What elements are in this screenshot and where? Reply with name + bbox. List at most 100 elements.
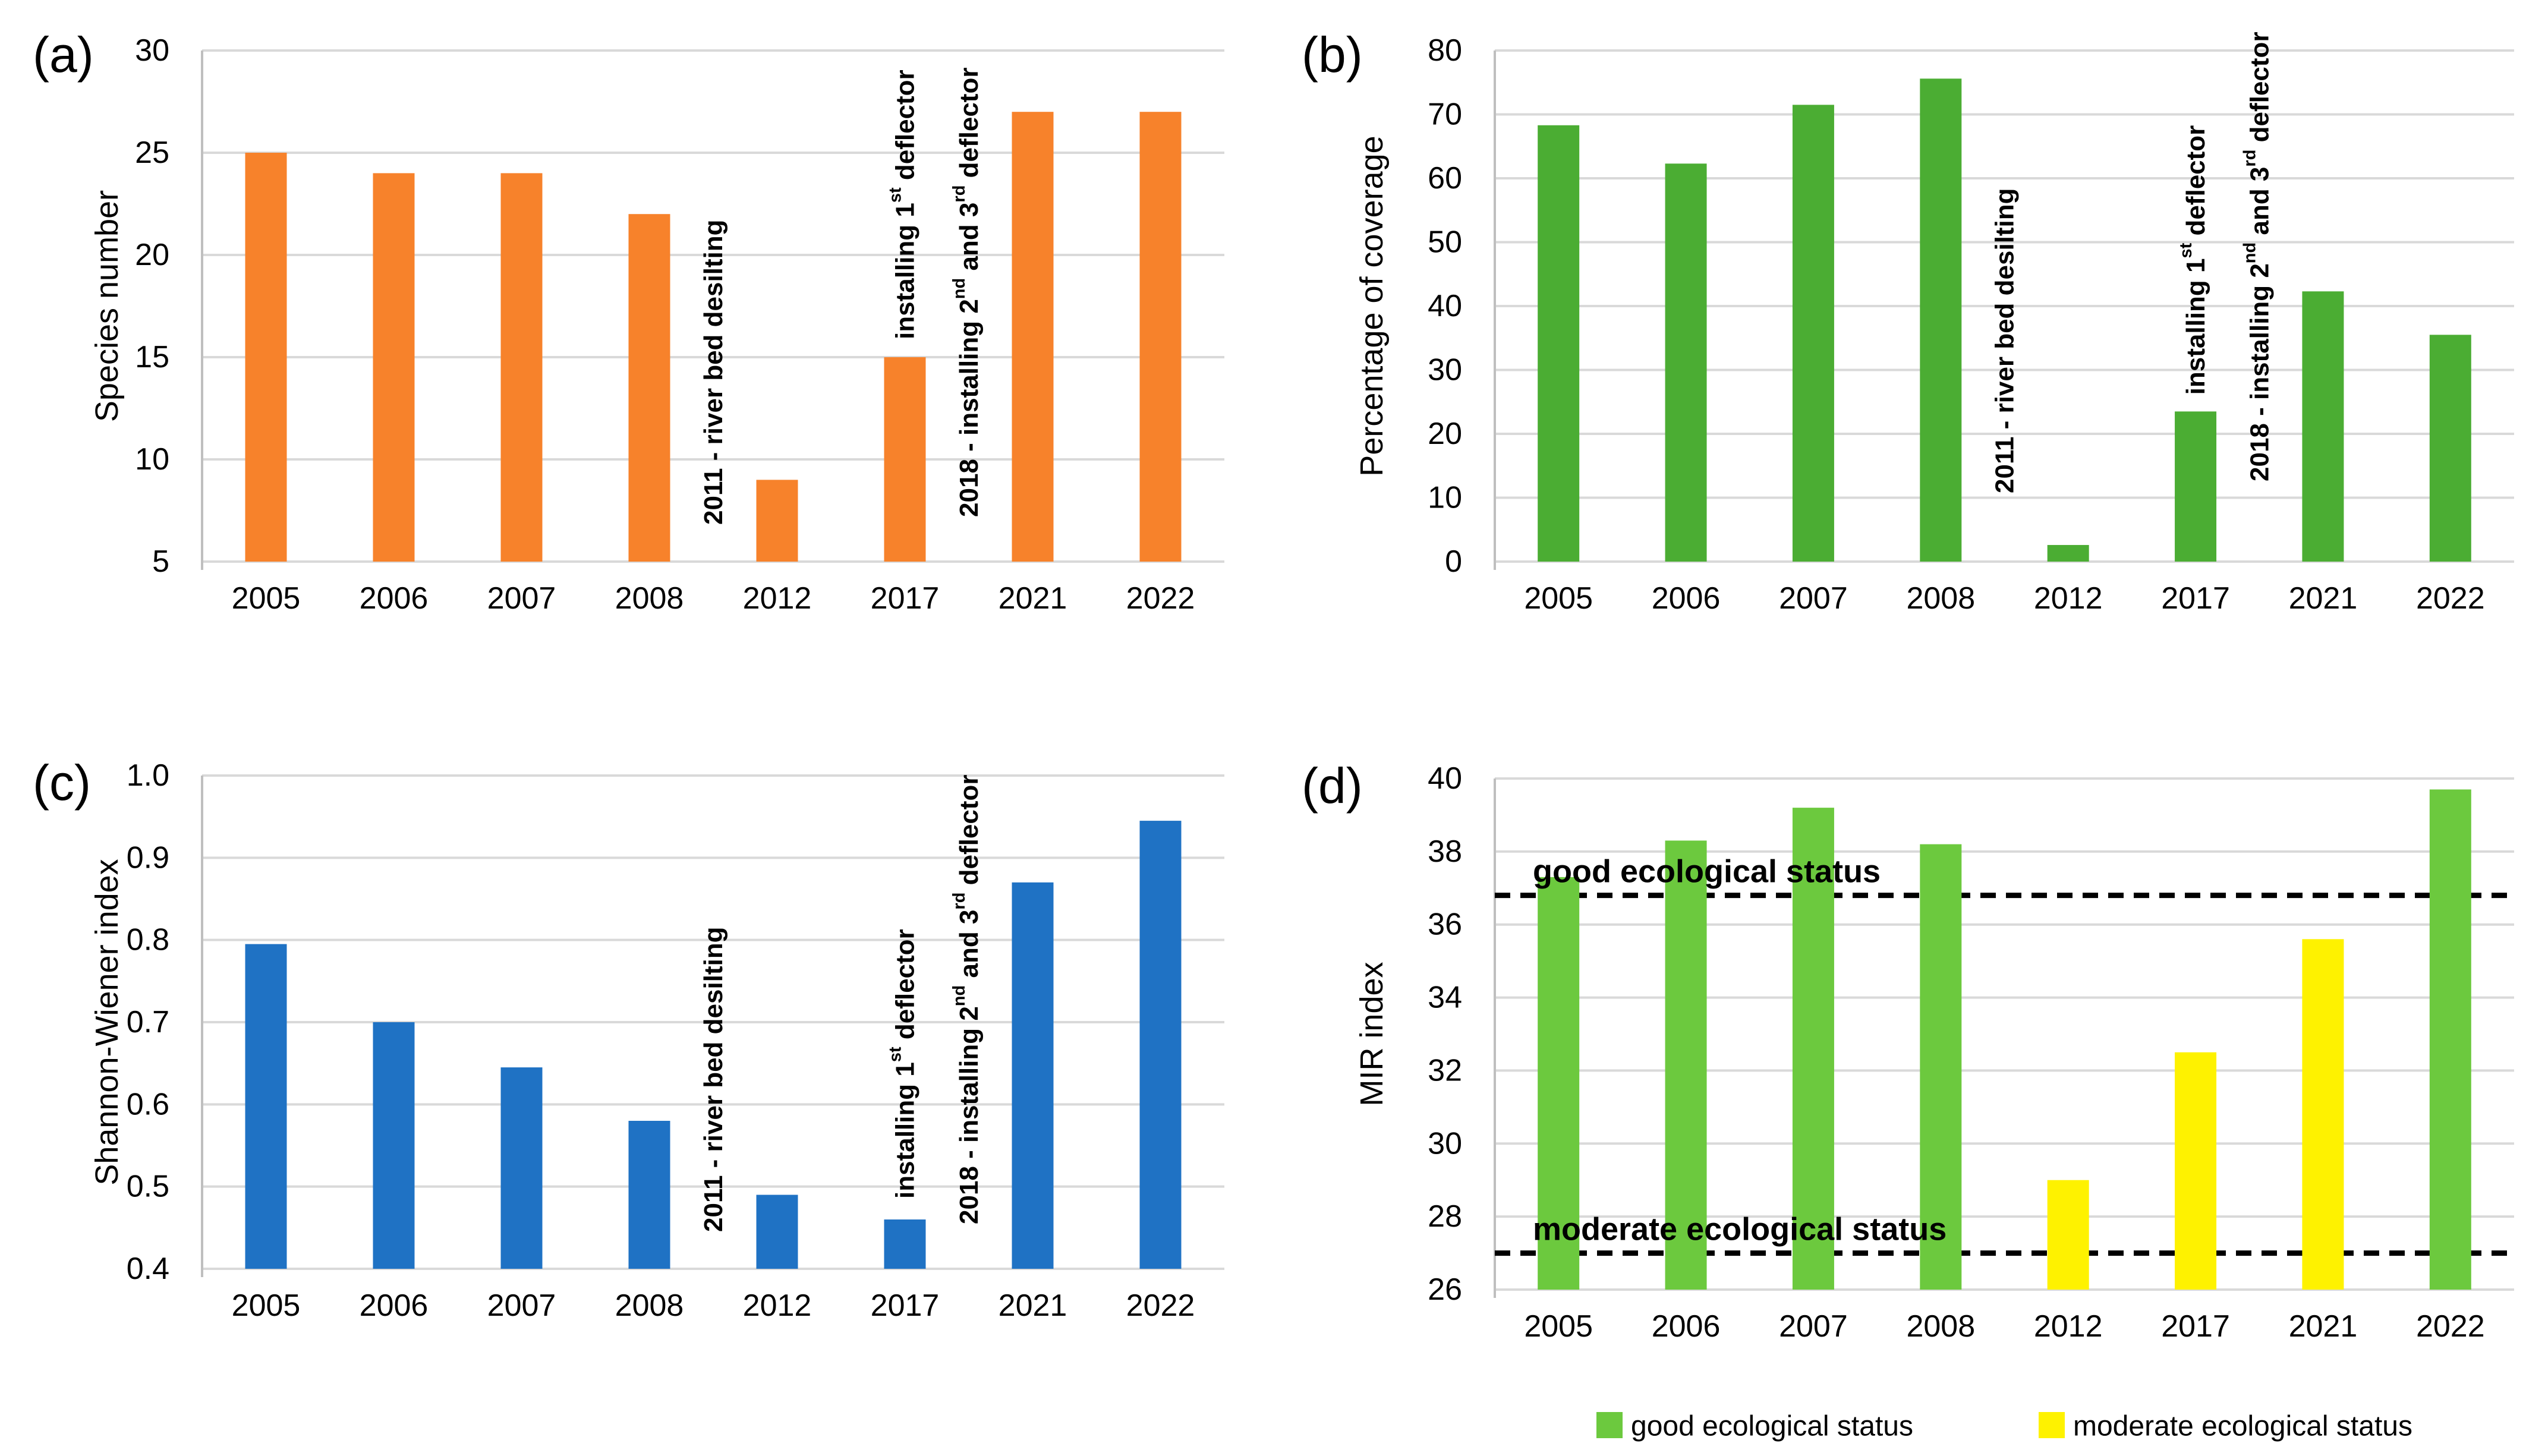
- bar-2017: [2175, 1052, 2217, 1290]
- x-tick-label: 2005: [1524, 581, 1593, 616]
- x-tick-label: 2022: [2416, 1309, 2485, 1344]
- x-tick-label: 2017: [871, 1288, 940, 1323]
- bar-2005: [1538, 125, 1580, 562]
- y-tick-label: 1.0: [127, 758, 169, 793]
- x-tick-label: 2005: [1524, 1309, 1593, 1344]
- event-annotation: installing 1st deflector: [2177, 125, 2210, 395]
- x-tick-label: 2007: [1779, 581, 1848, 616]
- bar-2012: [2047, 1180, 2089, 1290]
- panel-letter-d: (d): [1302, 758, 1363, 814]
- y-tick-label: 5: [152, 544, 169, 579]
- y-tick-label: 36: [1428, 907, 1462, 942]
- y-tick-label: 0.5: [127, 1170, 169, 1204]
- panel-a: 5 10 15 20 25 30 2005 2006 2007 2008 2012 2017 2021 2…: [33, 27, 1224, 616]
- threshold-label: good ecological status: [1533, 854, 1881, 890]
- x-tick-label: 2006: [360, 581, 429, 616]
- threshold-label: moderate ecological status: [1533, 1212, 1947, 1247]
- bar-2012: [756, 480, 798, 562]
- event-annotation: installing 1st deflector: [886, 929, 920, 1199]
- x-tick-label: 2021: [2289, 581, 2358, 616]
- y-tick-label: 40: [1428, 289, 1462, 323]
- x-tick-label: 2022: [2416, 581, 2485, 616]
- y-tick-label: 0.9: [127, 840, 169, 875]
- event-annotation: 2018 - installing 2nd and 3rd deflector: [950, 68, 984, 517]
- bar-2008: [1920, 78, 1962, 562]
- x-tick-label: 2008: [1906, 1309, 1975, 1344]
- bar-2022: [2429, 789, 2471, 1290]
- panel-b: 0 10 20 30 40 50 60 70 80 2005 2006 2007 2008 2012 201…: [1302, 27, 2514, 616]
- legend-label: moderate ecological status: [2073, 1411, 2412, 1442]
- y-tick-label: 28: [1428, 1199, 1462, 1234]
- legend-swatch: [1596, 1412, 1623, 1438]
- x-tick-label: 2007: [487, 581, 556, 616]
- bar-2017: [2175, 411, 2217, 562]
- x-tick-label: 2006: [1652, 1309, 1721, 1344]
- bar-2021: [2302, 291, 2344, 562]
- x-tick-label: 2017: [2161, 1309, 2230, 1344]
- y-tick-label: 25: [135, 135, 169, 170]
- event-annotation: 2011 - river bed desilting: [699, 219, 728, 525]
- y-axis-title: Percentage of coverage: [1354, 135, 1390, 476]
- x-tick-label: 2017: [871, 581, 940, 616]
- bar-2006: [1665, 163, 1707, 562]
- y-tick-label: 0: [1445, 544, 1462, 579]
- x-tick-label: 2007: [487, 1288, 556, 1323]
- y-tick-label: 30: [1428, 1126, 1462, 1161]
- x-tick-label: 2012: [2034, 581, 2103, 616]
- y-tick-label: 20: [135, 238, 169, 272]
- y-tick-label: 30: [1428, 353, 1462, 387]
- bar-2012: [2047, 545, 2089, 562]
- bar-2007: [1792, 105, 1834, 562]
- y-tick-label: 32: [1428, 1053, 1462, 1088]
- event-annotation: 2018 - installing 2nd and 3rd deflector: [2240, 32, 2274, 481]
- bar-2012: [756, 1195, 798, 1269]
- bar-2017: [884, 357, 926, 562]
- panel-letter-b: (b): [1302, 27, 1363, 83]
- panel-c: 0.4 0.5 0.6 0.7 0.8 0.9 1.0 2005 2006 2007 2008 201…: [33, 755, 1224, 1323]
- y-tick-label: 26: [1428, 1272, 1462, 1307]
- y-tick-label: 70: [1428, 97, 1462, 132]
- y-tick-label: 30: [135, 33, 169, 68]
- bar-2006: [1665, 840, 1707, 1290]
- x-tick-label: 2012: [2034, 1309, 2103, 1344]
- y-tick-label: 20: [1428, 417, 1462, 451]
- bar-2022: [1139, 112, 1182, 562]
- y-tick-label: 38: [1428, 834, 1462, 869]
- legend-label: good ecological status: [1631, 1411, 1913, 1442]
- x-tick-label: 2008: [615, 1288, 684, 1323]
- x-tick-label: 2021: [2289, 1309, 2358, 1344]
- event-annotation: installing 1st deflector: [886, 70, 920, 339]
- y-tick-label: 40: [1428, 761, 1462, 796]
- y-tick-label: 60: [1428, 161, 1462, 196]
- y-tick-label: 34: [1428, 981, 1462, 1015]
- x-tick-label: 2022: [1126, 581, 1195, 616]
- y-axis-title: Species number: [89, 190, 125, 422]
- x-tick-label: 2021: [999, 1288, 1067, 1323]
- x-tick-label: 2008: [1906, 581, 1975, 616]
- x-tick-label: 2005: [232, 581, 301, 616]
- bar-2021: [1012, 882, 1054, 1269]
- y-tick-label: 15: [135, 340, 169, 374]
- bar-2021: [2302, 939, 2344, 1290]
- event-annotation: 2011 - river bed desilting: [1990, 188, 2019, 493]
- bar-2006: [373, 173, 415, 562]
- y-tick-label: 50: [1428, 225, 1462, 260]
- bar-2007: [500, 1067, 543, 1269]
- panel-d: 26 28 30 32 34 36 38 40 2005 2006 2007 2008 2012 2017…: [1302, 758, 2514, 1442]
- y-tick-label: 10: [1428, 481, 1462, 515]
- bar-2022: [2429, 335, 2471, 562]
- y-tick-label: 0.7: [127, 1005, 169, 1039]
- bar-2005: [245, 944, 287, 1269]
- y-axis-title: Shannon-Wiener index: [89, 859, 125, 1185]
- x-tick-label: 2008: [615, 581, 684, 616]
- x-tick-label: 2012: [743, 1288, 812, 1323]
- x-tick-label: 2007: [1779, 1309, 1848, 1344]
- y-axis-title: MIR index: [1354, 962, 1390, 1106]
- panel-letter-a: (a): [33, 27, 94, 83]
- x-tick-label: 2021: [999, 581, 1067, 616]
- y-tick-label: 0.4: [127, 1252, 169, 1286]
- bar-2005: [245, 153, 287, 562]
- bar-2005: [1538, 877, 1580, 1290]
